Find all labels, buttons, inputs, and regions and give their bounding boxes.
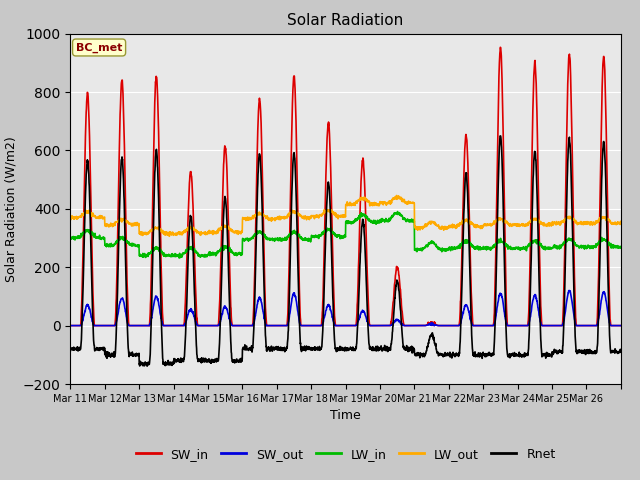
Rnet — [543, 349, 550, 355]
X-axis label: Time: Time — [330, 409, 361, 422]
Y-axis label: Solar Radiation (W/m2): Solar Radiation (W/m2) — [4, 136, 17, 282]
LW_in — [512, 245, 520, 251]
Rnet — [617, 348, 625, 354]
LW_in — [543, 246, 550, 252]
Rnet — [67, 348, 74, 354]
SW_in — [617, 323, 625, 328]
LW_in — [67, 236, 74, 241]
Rnet — [609, 348, 617, 354]
SW_out — [511, 323, 519, 328]
LW_in — [394, 209, 401, 215]
LW_out — [122, 218, 129, 224]
LW_out — [609, 220, 617, 226]
LW_in — [175, 255, 183, 261]
SW_out — [609, 323, 617, 328]
Title: Solar Radiation: Solar Radiation — [287, 13, 404, 28]
LW_out — [617, 218, 625, 224]
LW_out — [512, 221, 520, 227]
SW_out — [617, 323, 625, 328]
Rnet — [497, 133, 504, 139]
Line: LW_out: LW_out — [70, 195, 621, 236]
SW_in — [511, 323, 519, 328]
SW_out — [565, 288, 573, 293]
LW_in — [241, 238, 248, 244]
SW_in — [609, 323, 617, 328]
SW_in — [543, 323, 550, 328]
Line: Rnet: Rnet — [70, 136, 621, 366]
SW_in — [497, 45, 504, 50]
LW_out — [166, 233, 173, 239]
LW_out — [393, 192, 401, 198]
LW_out — [241, 216, 248, 222]
SW_out — [542, 323, 550, 328]
SW_out — [379, 323, 387, 328]
Line: LW_in: LW_in — [70, 212, 621, 258]
SW_out — [122, 309, 129, 314]
SW_out — [240, 323, 248, 328]
Rnet — [512, 353, 520, 359]
LW_out — [543, 222, 550, 228]
LW_in — [122, 237, 129, 242]
LW_in — [379, 216, 387, 222]
Line: SW_out: SW_out — [70, 290, 621, 325]
SW_in — [67, 323, 74, 328]
Text: BC_met: BC_met — [76, 42, 122, 53]
LW_in — [609, 242, 617, 248]
LW_out — [67, 215, 74, 221]
Rnet — [143, 363, 151, 369]
Legend: SW_in, SW_out, LW_in, LW_out, Rnet: SW_in, SW_out, LW_in, LW_out, Rnet — [131, 443, 561, 466]
Rnet — [122, 250, 129, 256]
LW_in — [617, 245, 625, 251]
Line: SW_in: SW_in — [70, 48, 621, 325]
SW_in — [379, 323, 387, 328]
SW_in — [240, 323, 248, 328]
Rnet — [241, 347, 248, 353]
LW_out — [379, 199, 387, 204]
SW_out — [67, 323, 74, 328]
Rnet — [379, 346, 387, 351]
SW_in — [122, 195, 129, 201]
